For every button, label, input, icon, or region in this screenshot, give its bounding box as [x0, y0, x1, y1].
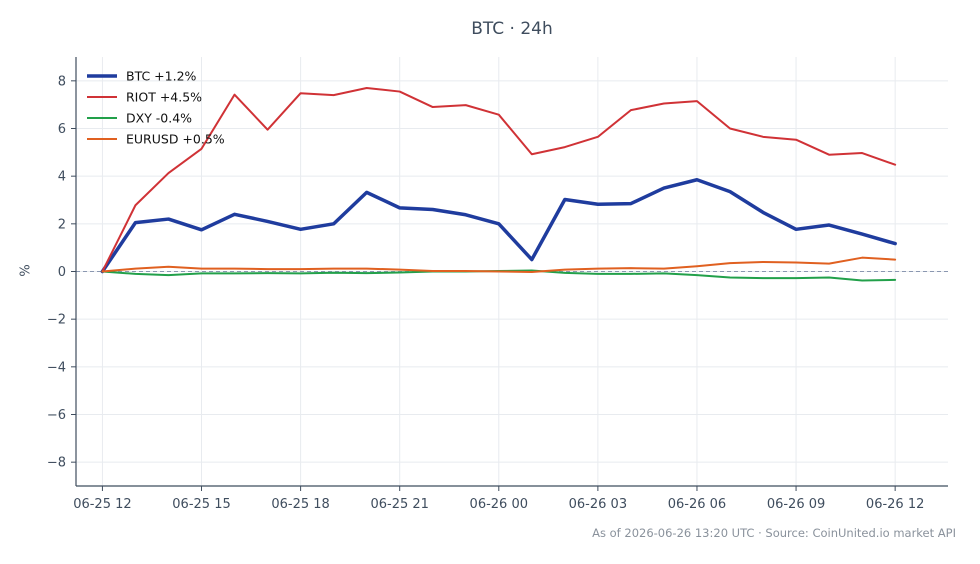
- x-tick-label: 06-26 03: [569, 497, 627, 512]
- y-tick-label: −8: [47, 456, 66, 471]
- y-tick-label: 8: [58, 74, 66, 89]
- chart-title: BTC · 24h: [471, 19, 553, 39]
- source-footer: As of 2026-06-26 13:20 UTC · Source: Coi…: [592, 526, 956, 540]
- x-tick-label: 06-25 12: [73, 497, 131, 512]
- x-tick-label: 06-25 21: [370, 497, 428, 512]
- y-tick-label: −6: [47, 408, 66, 423]
- series-line-eurusd: [101, 256, 897, 273]
- y-tick-label: 4: [58, 170, 66, 185]
- series-line-riot: [101, 86, 897, 273]
- x-tick-label: 06-26 09: [767, 497, 825, 512]
- series-line-btc: [100, 177, 897, 274]
- legend-label: DXY -0.4%: [126, 111, 192, 126]
- legend-label: BTC +1.2%: [126, 69, 197, 84]
- y-tick-label: 2: [58, 217, 66, 232]
- x-tick-label: 06-26 00: [470, 497, 528, 512]
- x-tick-label: 06-25 15: [172, 497, 230, 512]
- x-tick-label: 06-25 18: [271, 497, 329, 512]
- y-tick-label: 6: [58, 122, 66, 137]
- legend-label: RIOT +4.5%: [126, 90, 202, 105]
- x-tick-label: 06-26 12: [866, 497, 924, 512]
- y-tick-label: −2: [47, 313, 66, 328]
- y-tick-label: 0: [58, 265, 66, 280]
- legend-label: EURUSD +0.5%: [126, 132, 225, 147]
- x-tick-label: 06-26 06: [668, 497, 726, 512]
- y-tick-label: −4: [47, 360, 66, 375]
